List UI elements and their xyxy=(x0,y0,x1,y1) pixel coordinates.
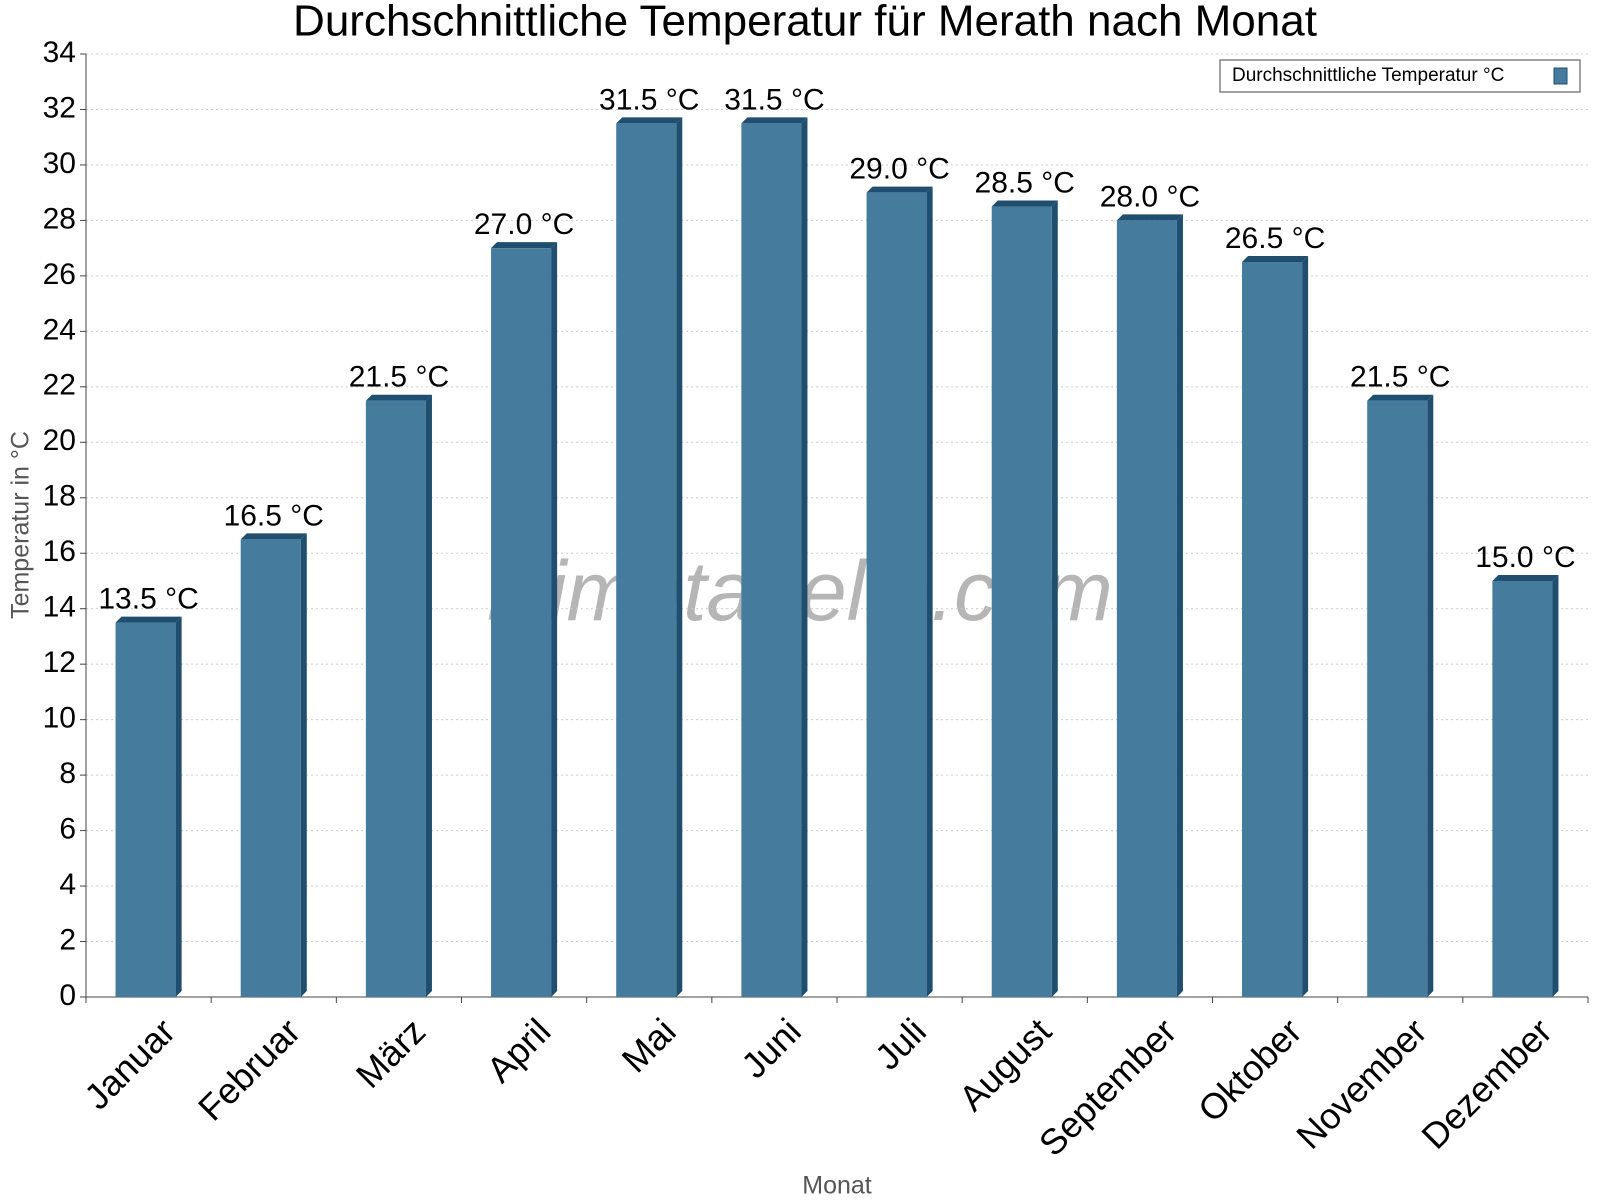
y-tick-label: 0 xyxy=(59,979,76,1012)
bar-side xyxy=(1552,574,1559,997)
bar-side xyxy=(425,394,432,997)
bar xyxy=(741,123,802,997)
bar-side xyxy=(1051,200,1058,997)
y-tick-label: 2 xyxy=(59,923,76,956)
data-label: 28.0 °C xyxy=(1100,180,1200,213)
bar xyxy=(365,400,426,997)
bar-top xyxy=(491,242,558,249)
y-tick-label: 4 xyxy=(59,868,76,901)
bar xyxy=(115,622,176,997)
y-tick-label: 6 xyxy=(59,813,76,846)
y-tick-label: 14 xyxy=(43,591,76,624)
bar-side xyxy=(1427,394,1434,997)
bar-top xyxy=(866,186,933,193)
bar-side xyxy=(676,117,683,997)
bar xyxy=(1367,400,1428,997)
bar-top xyxy=(365,394,432,401)
bar-top xyxy=(1242,256,1309,263)
bar-side xyxy=(175,616,182,997)
bar xyxy=(1116,220,1177,998)
data-label: 16.5 °C xyxy=(224,499,324,532)
bar-top xyxy=(1367,394,1434,401)
bar-side xyxy=(551,242,558,997)
legend-swatch xyxy=(1553,67,1568,85)
data-label: 13.5 °C xyxy=(98,582,198,615)
y-tick-label: 32 xyxy=(43,91,76,124)
y-tick-label: 34 xyxy=(43,36,76,69)
bar-top xyxy=(741,117,808,124)
y-tick-label: 16 xyxy=(43,535,76,568)
bar xyxy=(616,123,677,997)
y-tick-label: 24 xyxy=(43,313,76,346)
bar xyxy=(866,192,927,998)
y-tick-label: 10 xyxy=(43,702,76,735)
data-label: 27.0 °C xyxy=(474,208,574,241)
bar-top xyxy=(1116,214,1183,221)
y-tick-label: 26 xyxy=(43,258,76,291)
bar-top xyxy=(616,117,683,124)
chart-title: Durchschnittliche Temperatur für Merath … xyxy=(293,0,1317,46)
data-label: 21.5 °C xyxy=(349,361,449,394)
y-tick-label: 30 xyxy=(43,147,76,180)
data-label: 29.0 °C xyxy=(849,153,949,186)
bar-top xyxy=(1492,574,1559,581)
y-tick-label: 12 xyxy=(43,646,76,679)
bar-side xyxy=(1302,256,1309,997)
data-label: 21.5 °C xyxy=(1350,361,1450,394)
bar-side xyxy=(300,533,307,997)
bar xyxy=(491,248,552,997)
legend-label: Durchschnittliche Temperatur °C xyxy=(1232,65,1504,86)
bar-side xyxy=(801,117,808,997)
y-tick-label: 18 xyxy=(43,480,76,513)
y-tick-label: 28 xyxy=(43,202,76,235)
data-label: 26.5 °C xyxy=(1225,222,1325,255)
data-label: 15.0 °C xyxy=(1475,541,1575,574)
data-label: 28.5 °C xyxy=(975,166,1075,199)
y-tick-label: 22 xyxy=(43,369,76,402)
bar-top xyxy=(240,533,307,540)
x-axis-label: Monat xyxy=(802,1172,872,1200)
y-tick-label: 20 xyxy=(43,424,76,457)
bar xyxy=(991,206,1052,997)
y-tick-label: 8 xyxy=(59,757,76,790)
bar-side xyxy=(1176,214,1183,998)
data-label: 31.5 °C xyxy=(599,83,699,116)
bar xyxy=(240,539,301,997)
bar-top xyxy=(115,616,182,623)
legend-box xyxy=(1219,59,1581,93)
bar xyxy=(1242,262,1303,997)
bar-side xyxy=(926,186,933,998)
data-label: 31.5 °C xyxy=(724,83,824,116)
y-axis-label: Temperatur in °C xyxy=(7,431,35,619)
bar xyxy=(1492,580,1553,997)
bar-top xyxy=(991,200,1058,207)
